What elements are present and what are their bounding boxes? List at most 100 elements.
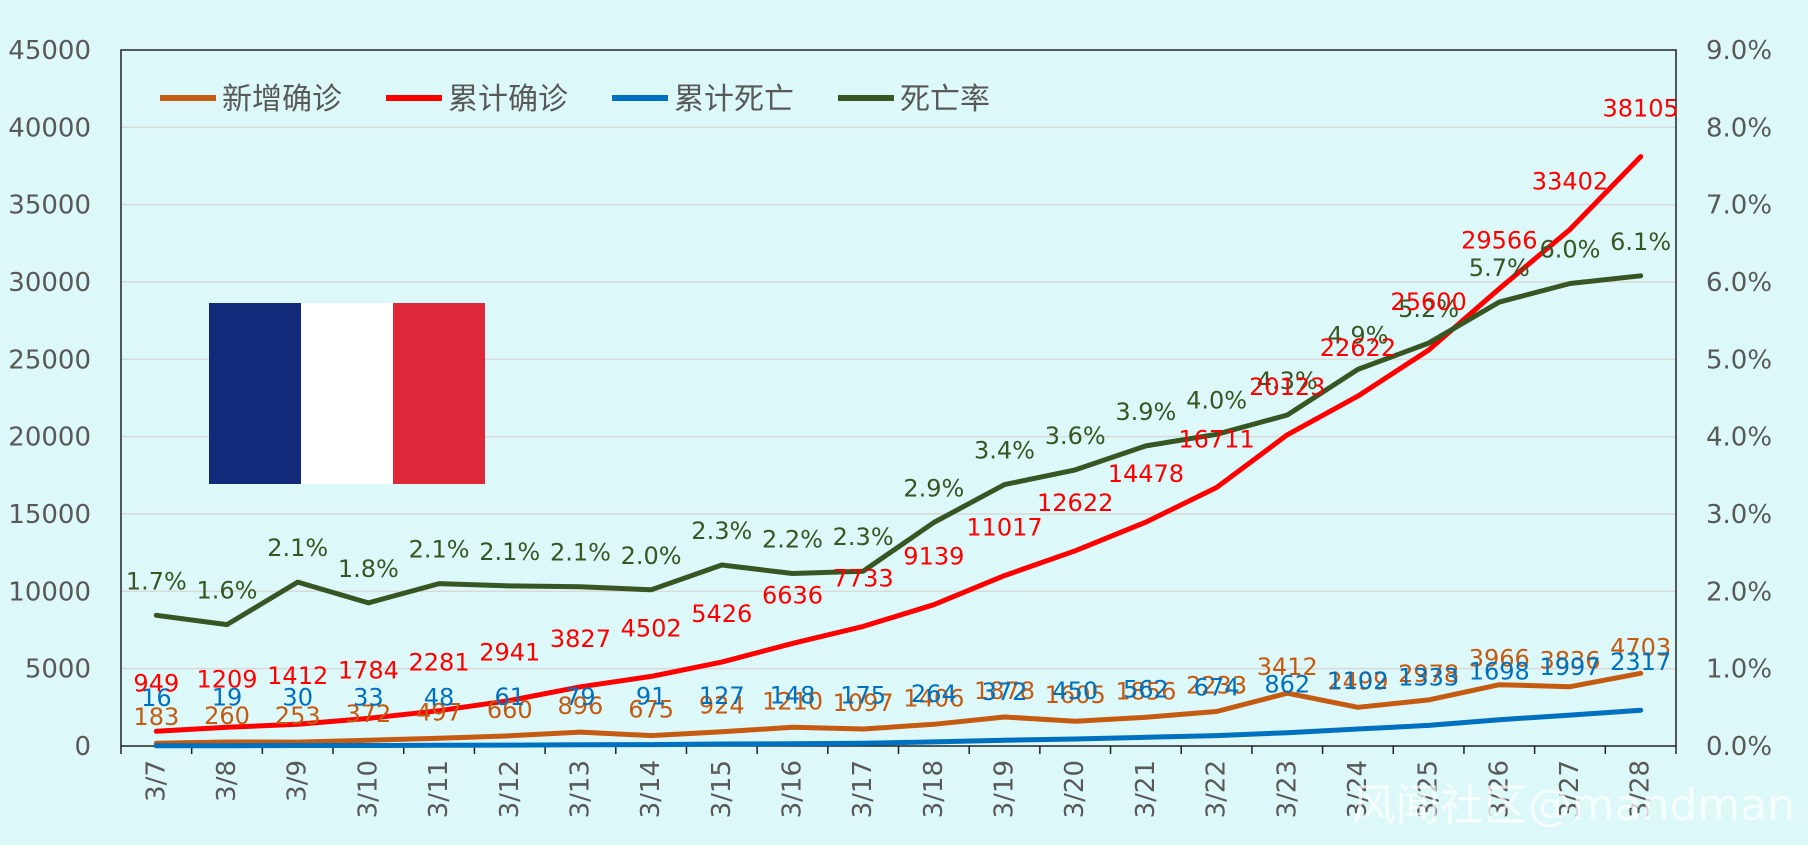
data-label: 48	[424, 683, 455, 711]
y-left-tick-label: 40000	[8, 113, 91, 143]
series-lines	[153, 154, 1644, 749]
x-tick-label: 3/25	[1414, 760, 1444, 818]
data-label: 1412	[267, 662, 328, 690]
data-label: 2.9%	[903, 475, 964, 503]
data-label: 33402	[1532, 167, 1608, 195]
data-label: 16711	[1178, 426, 1254, 454]
data-label: 22622	[1320, 334, 1396, 362]
y-right-tick-label: 8.0%	[1706, 113, 1772, 143]
data-label: 11017	[966, 514, 1042, 542]
data-label: 3.6%	[1045, 422, 1106, 450]
data-label: 33	[353, 683, 384, 711]
data-label: 1102	[1327, 667, 1388, 695]
data-label: 924	[699, 692, 745, 720]
data-label: 16	[141, 684, 172, 712]
x-tick-label: 3/12	[495, 760, 525, 818]
data-label: 2499	[1327, 667, 1388, 695]
watermark-text: 风闻社区@mandman	[1352, 780, 1795, 831]
y-left-tick-label: 35000	[8, 191, 91, 221]
data-label: 91	[636, 683, 667, 711]
data-label: 20123	[1249, 373, 1325, 401]
data-label: 2.1%	[479, 538, 540, 566]
data-label: 29566	[1461, 227, 1537, 255]
data-label: 2281	[409, 649, 470, 677]
data-label: 5.2%	[1398, 295, 1459, 323]
data-label: 30	[282, 684, 313, 712]
data-label: 3.4%	[974, 437, 1035, 465]
data-label: 2233	[1186, 671, 1247, 699]
data-label: 949	[133, 669, 179, 697]
x-tick-label: 3/20	[1060, 760, 1090, 818]
data-label: 660	[487, 696, 533, 724]
data-label: 2.1%	[550, 539, 611, 567]
y-right-tick-label: 6.0%	[1706, 268, 1772, 298]
x-tick-label: 3/23	[1272, 760, 1302, 818]
data-label: 1.8%	[338, 555, 399, 583]
data-label: 450	[1052, 677, 1098, 705]
series-line-2	[153, 707, 1644, 749]
y-left-tick-label: 10000	[8, 577, 91, 607]
data-label: 4.0%	[1186, 386, 1247, 414]
data-label: 38105	[1602, 95, 1678, 123]
legend-label: 新增确诊	[222, 82, 342, 117]
data-label: 3966	[1469, 645, 1530, 673]
legend: 新增确诊 累计确诊 累计死亡 死亡率	[160, 82, 990, 117]
data-label: 1878	[974, 677, 1035, 705]
data-label: 372	[345, 700, 391, 728]
data-label: 5426	[691, 600, 752, 628]
x-tick-label: 3/13	[565, 760, 595, 818]
data-label: 14478	[1108, 460, 1184, 488]
data-label: 5.7%	[1469, 254, 1530, 282]
y-left-tick-label: 0	[74, 732, 91, 762]
y-left-tick-label: 20000	[8, 423, 91, 453]
data-label: 2.3%	[833, 523, 894, 551]
y-right-tick-label: 5.0%	[1706, 345, 1772, 375]
x-tick-label: 3/9	[283, 760, 313, 802]
x-tick-label: 3/26	[1484, 760, 1514, 818]
x-tick-label: 3/24	[1343, 760, 1373, 818]
flag-stripe	[301, 303, 393, 484]
data-label: 562	[1123, 675, 1169, 703]
data-label: 2.2%	[762, 526, 823, 554]
x-tick-label: 3/28	[1626, 760, 1656, 818]
data-label: 3.9%	[1115, 398, 1176, 426]
data-label: 2941	[479, 639, 540, 667]
data-label: 25600	[1390, 288, 1466, 316]
y-left-tick-label: 25000	[8, 345, 91, 375]
data-label: 2978	[1398, 660, 1459, 688]
axis-ticks: 0 5000 10000 15000 20000 25000 30000 35000 40000…	[8, 36, 1772, 818]
data-label: 183	[133, 703, 179, 731]
data-label: 19	[212, 684, 243, 712]
data-label: 3836	[1539, 647, 1600, 675]
data-label: 1097	[833, 689, 894, 717]
data-label: 1605	[1045, 681, 1106, 709]
data-label: 2.3%	[691, 517, 752, 545]
data-label: 497	[416, 698, 462, 726]
data-label: 6.1%	[1610, 228, 1671, 256]
data-label: 2.1%	[409, 536, 470, 564]
data-label: 2.0%	[621, 542, 682, 570]
data-label: 1.7%	[126, 567, 187, 595]
data-label: 1856	[1115, 677, 1176, 705]
data-label: 1997	[1539, 653, 1600, 681]
legend-label: 死亡率	[900, 82, 990, 117]
y-left-tick-label: 30000	[8, 268, 91, 298]
series-line-1	[153, 154, 1644, 734]
data-label: 260	[204, 702, 250, 730]
flag-stripe	[393, 303, 485, 484]
x-tick-label: 3/11	[424, 760, 454, 818]
data-label: 3827	[550, 625, 611, 653]
data-label: 674	[1194, 674, 1240, 702]
data-label: 675	[628, 696, 674, 724]
x-tick-label: 3/19	[990, 760, 1020, 818]
y-right-tick-label: 9.0%	[1706, 36, 1772, 66]
data-label: 264	[911, 680, 957, 708]
data-label: 2317	[1610, 648, 1671, 676]
x-tick-label: 3/21	[1131, 760, 1161, 818]
x-tick-label: 3/15	[707, 760, 737, 818]
y-right-tick-label: 3.0%	[1706, 500, 1772, 530]
data-label: 4.9%	[1327, 321, 1388, 349]
y-right-tick-label: 2.0%	[1706, 577, 1772, 607]
data-label: 372	[982, 678, 1028, 706]
